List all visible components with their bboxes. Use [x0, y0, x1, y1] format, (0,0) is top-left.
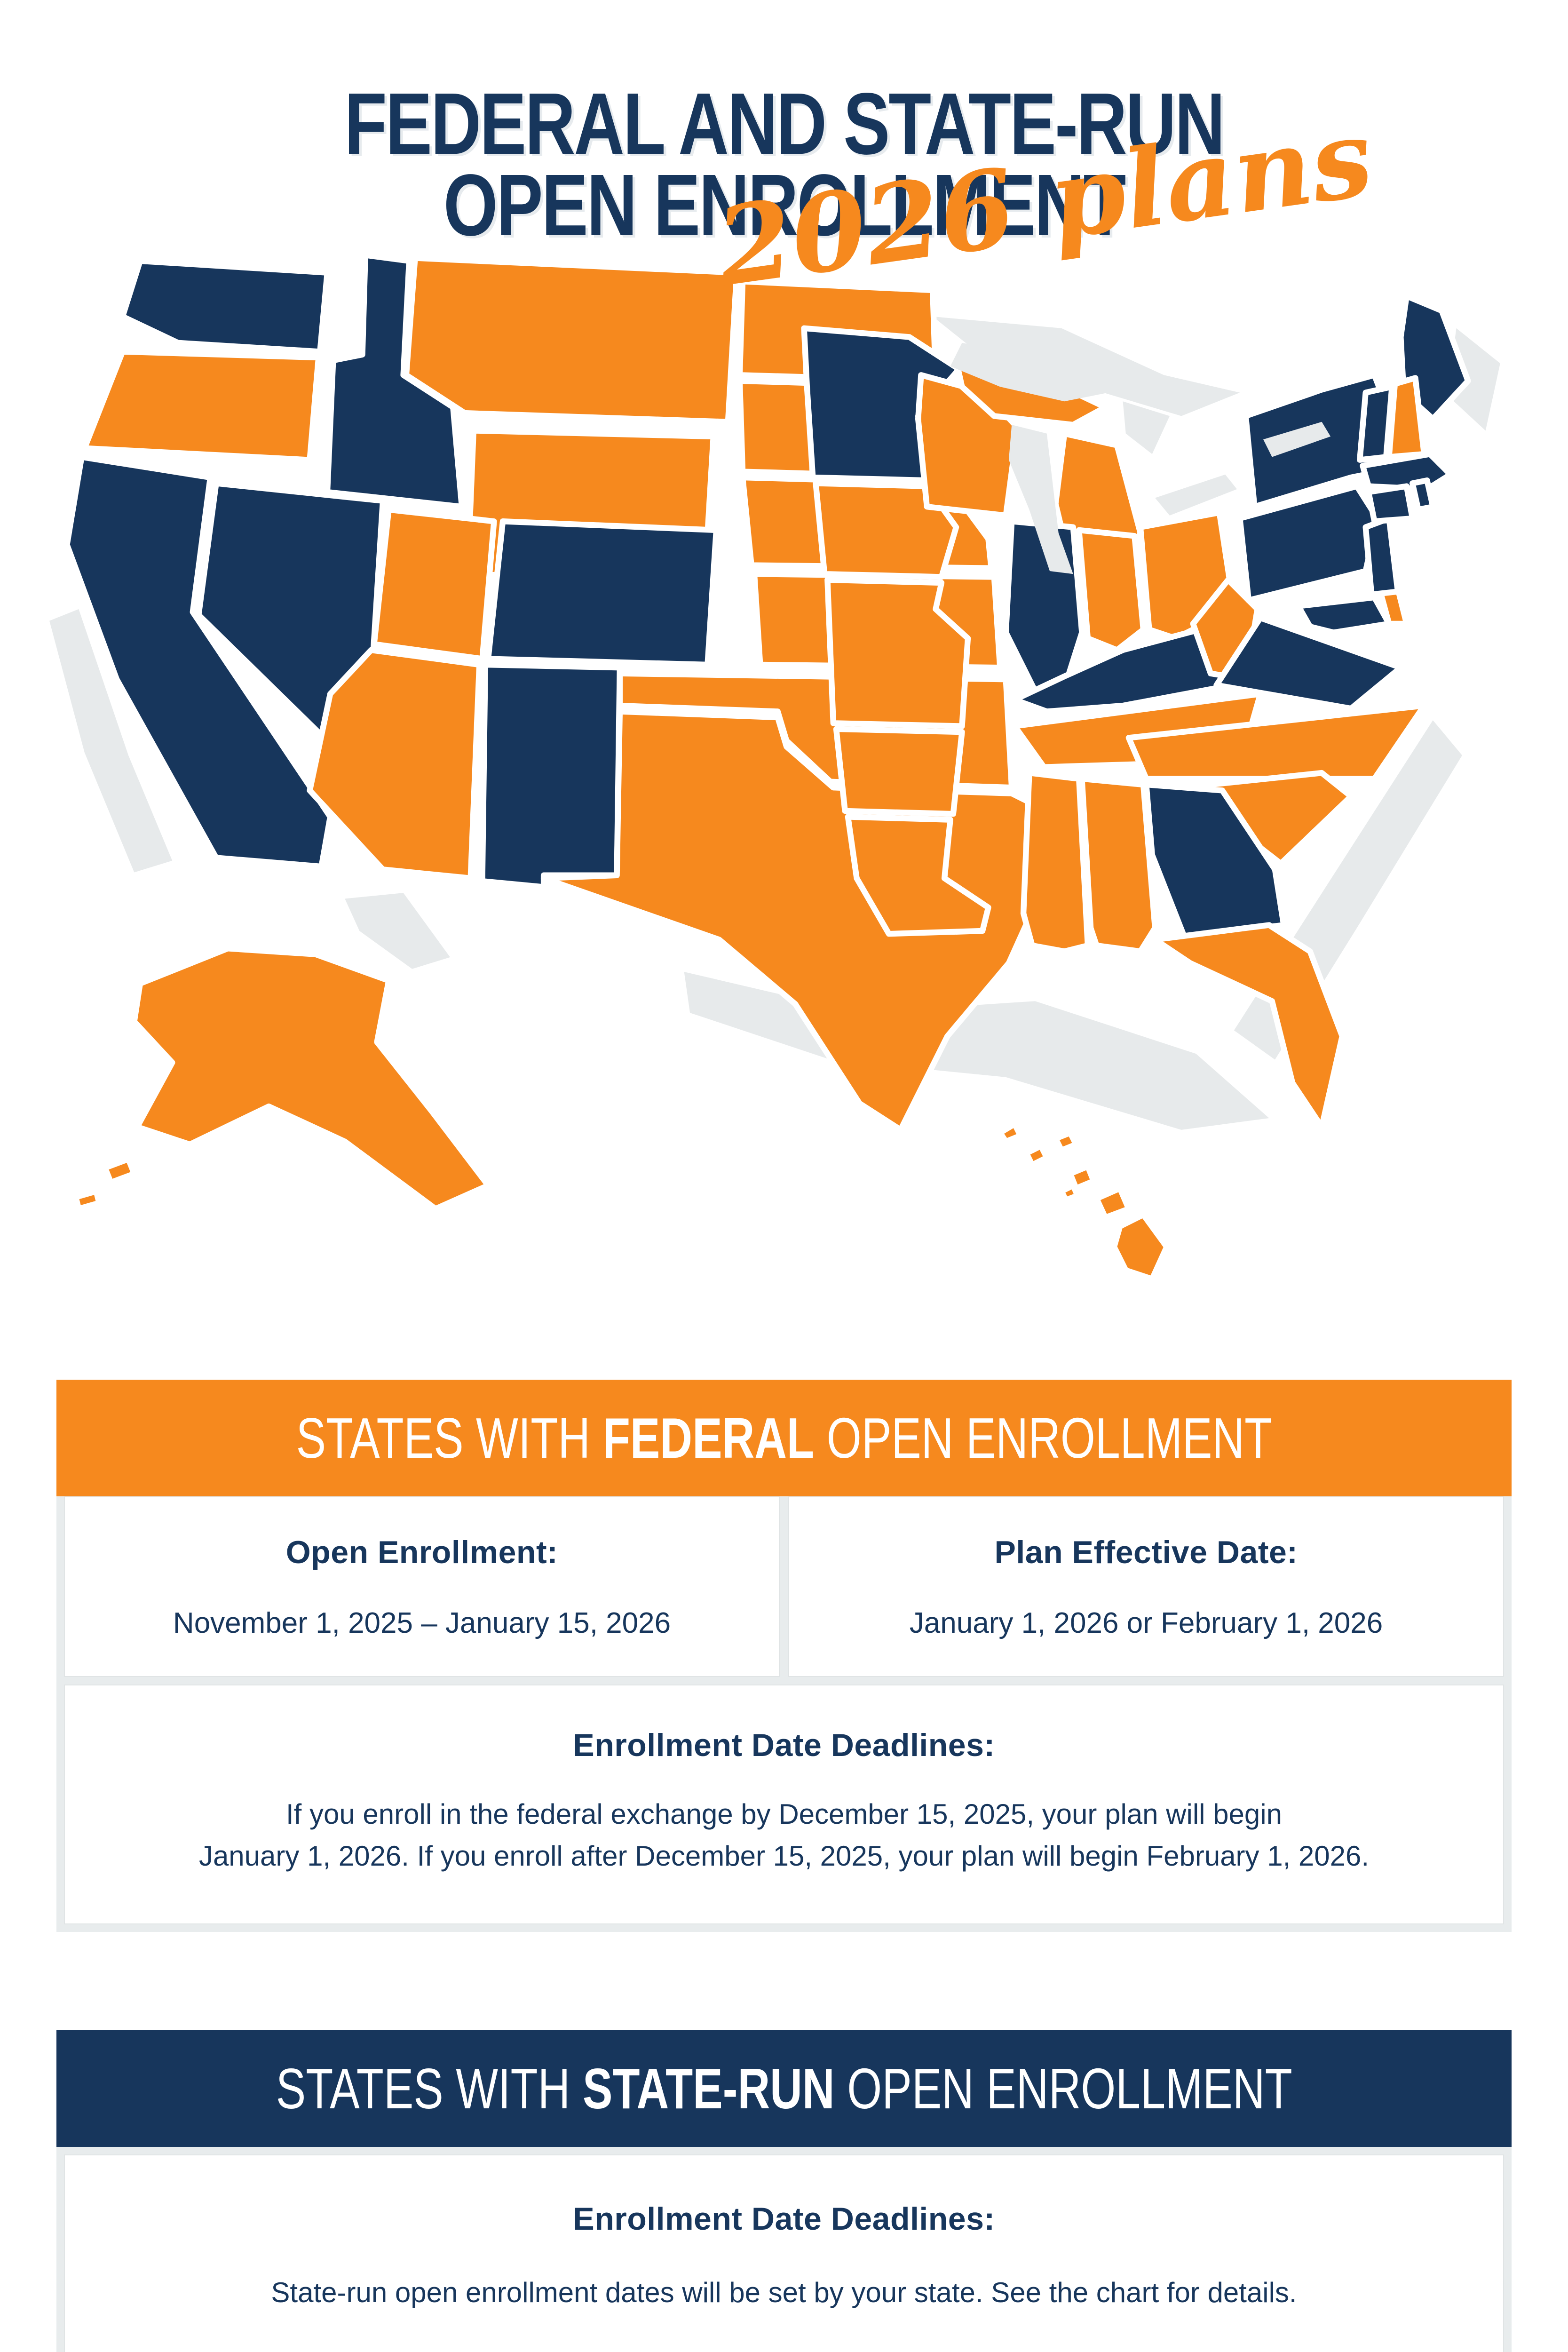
- state-run-banner-emphasis: STATE-RUN: [582, 2057, 835, 2121]
- state-arizona: [307, 647, 483, 882]
- open-enrollment-card: Open Enrollment: November 1, 2025 – Janu…: [64, 1496, 780, 1677]
- state-indiana: [1076, 527, 1147, 653]
- state-north-carolina: [1125, 702, 1427, 782]
- state-hawaii: [997, 1121, 1024, 1144]
- state-montana: [403, 255, 740, 425]
- state-alaska-part2: [102, 1156, 137, 1186]
- map-great-lake-5: [1263, 421, 1331, 457]
- state-new-hampshire: [1386, 375, 1427, 460]
- state-hawaii-part2: [1023, 1143, 1050, 1168]
- state-oregon: [81, 349, 322, 463]
- state-run-section: STATES WITH STATE-RUN OPEN ENROLLMENT En…: [56, 2030, 1512, 2352]
- federal-deadlines-card: Enrollment Date Deadlines: If you enroll…: [64, 1685, 1504, 1924]
- state-alaska-part3: [72, 1188, 103, 1212]
- state-mississippi: [1020, 770, 1091, 954]
- federal-banner-emphasis: FEDERAL: [602, 1406, 815, 1470]
- state-run-banner-prefix: STATES WITH: [276, 2057, 570, 2121]
- state-hawaii-part7: [1111, 1211, 1170, 1282]
- state-virginia: [1213, 615, 1404, 712]
- state-hawaii-part5: [1058, 1182, 1081, 1203]
- state-hawaii-part3: [1053, 1129, 1079, 1153]
- state-new-mexico: [479, 661, 623, 890]
- state-iowa: [813, 480, 959, 580]
- state-missouri: [824, 577, 971, 729]
- state-louisiana: [845, 814, 991, 937]
- state-maryland: [1295, 594, 1392, 636]
- page-title-line1: FEDERAL AND STATE-RUN: [344, 75, 1225, 173]
- federal-deadlines-label: Enrollment Date Deadlines:: [573, 1727, 995, 1763]
- plan-effective-card: Plan Effective Date: January 1, 2026 or …: [788, 1496, 1504, 1677]
- map-backdrop-swash-1: [933, 316, 1240, 416]
- state-arkansas: [833, 726, 965, 817]
- state-new-jersey: [1362, 515, 1401, 597]
- state-georgia: [1143, 781, 1287, 940]
- us-states-svg: [49, 252, 1500, 1282]
- plan-effective-value: January 1, 2026 or February 1, 2026: [909, 1606, 1383, 1639]
- state-run-banner-suffix: OPEN ENROLLMENT: [847, 2057, 1292, 2121]
- map-great-lake-2: [1008, 425, 1073, 574]
- state-idaho: [324, 252, 465, 510]
- federal-cards-row: Open Enrollment: November 1, 2025 – Janu…: [56, 1496, 1512, 1677]
- federal-section: STATES WITH FEDERAL OPEN ENROLLMENT Open…: [56, 1380, 1512, 1932]
- state-utah: [371, 507, 497, 662]
- open-enrollment-label: Open Enrollment:: [285, 1534, 558, 1570]
- map-great-lake-3: [1123, 401, 1170, 454]
- state-run-banner-text: STATES WITH STATE-RUN OPEN ENROLLMENT: [276, 2056, 1292, 2122]
- federal-banner-suffix: OPEN ENROLLMENT: [826, 1406, 1272, 1470]
- us-map: [38, 238, 1500, 1305]
- page-title: FEDERAL AND STATE-RUN OPEN ENROLLMENT: [157, 75, 1411, 254]
- state-run-deadlines-card: Enrollment Date Deadlines: State-run ope…: [64, 2154, 1504, 2352]
- plan-effective-label: Plan Effective Date:: [994, 1534, 1298, 1570]
- state-alabama: [1079, 776, 1158, 954]
- map-backdrop-swash-5: [49, 609, 173, 873]
- state-rhode-island: [1409, 477, 1436, 513]
- state-connecticut: [1365, 483, 1416, 524]
- open-enrollment-value: November 1, 2025 – January 15, 2026: [173, 1606, 671, 1639]
- federal-banner-prefix: STATES WITH: [296, 1406, 591, 1470]
- federal-deadlines-line1: If you enroll in the federal exchange by…: [286, 1798, 1282, 1830]
- state-california: [64, 454, 333, 870]
- state-hawaii-part6: [1093, 1185, 1132, 1221]
- state-colorado: [485, 518, 720, 668]
- state-alaska: [131, 946, 491, 1212]
- state-florida: [1152, 922, 1346, 1130]
- map-great-lake-1: [950, 342, 1123, 402]
- map-great-lake-4: [1155, 474, 1237, 516]
- page-title-line2: OPEN ENROLLMENT: [443, 156, 1126, 254]
- federal-banner-text: STATES WITH FEDERAL OPEN ENROLLMENT: [296, 1405, 1272, 1471]
- state-washington: [119, 258, 331, 355]
- federal-banner: STATES WITH FEDERAL OPEN ENROLLMENT: [56, 1380, 1512, 1496]
- state-run-banner: STATES WITH STATE-RUN OPEN ENROLLMENT: [56, 2030, 1512, 2147]
- federal-deadlines-line2: January 1, 2026. If you enroll after Dec…: [198, 1840, 1370, 1872]
- state-run-deadlines-text: State-run open enrollment dates will be …: [271, 2277, 1297, 2308]
- state-run-deadlines-label: Enrollment Date Deadlines:: [573, 2201, 995, 2237]
- map-backdrop-swash-6: [345, 893, 451, 969]
